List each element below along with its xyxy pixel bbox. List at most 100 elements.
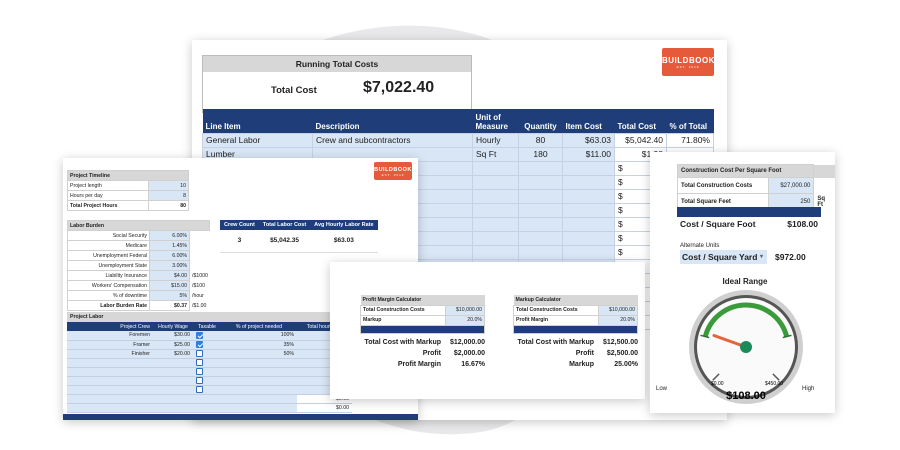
percent-needed[interactable] bbox=[221, 385, 297, 395]
cell-quantity[interactable]: 80 bbox=[518, 132, 563, 148]
timeline-value[interactable]: 8 bbox=[148, 190, 189, 201]
cell-quantity[interactable]: 180 bbox=[518, 146, 563, 162]
result-value: 16.67% bbox=[461, 360, 485, 368]
cell-description[interactable]: Crew and subcontractors bbox=[312, 132, 473, 148]
timeline-value[interactable]: 10 bbox=[148, 180, 189, 191]
crew-name[interactable] bbox=[67, 367, 153, 377]
percent-needed[interactable] bbox=[221, 403, 297, 413]
table-row[interactable] bbox=[67, 358, 352, 368]
taxable-checkbox[interactable] bbox=[196, 341, 203, 348]
percent-needed[interactable]: 100% bbox=[221, 331, 297, 341]
construction-costs-input[interactable]: $10,000.00 bbox=[597, 304, 639, 316]
empty-cell[interactable] bbox=[472, 188, 519, 204]
hourly-wage[interactable] bbox=[153, 385, 193, 395]
percent-needed[interactable] bbox=[221, 367, 297, 377]
taxable-checkbox[interactable] bbox=[196, 331, 203, 339]
empty-cell[interactable] bbox=[472, 230, 519, 246]
crew-name[interactable]: Framer bbox=[67, 340, 153, 350]
construction-costs-input[interactable]: $27,000.00 bbox=[768, 177, 815, 194]
col-line-item: Line Item bbox=[202, 109, 313, 133]
hourly-wage[interactable] bbox=[153, 403, 193, 413]
percent-needed[interactable]: 35% bbox=[221, 340, 297, 350]
empty-cell[interactable] bbox=[518, 160, 563, 176]
taxable-checkbox[interactable] bbox=[196, 386, 203, 393]
empty-cell[interactable] bbox=[472, 174, 519, 190]
percent-needed[interactable] bbox=[221, 358, 297, 368]
empty-cell[interactable] bbox=[562, 174, 615, 190]
markup-input[interactable]: 20.0% bbox=[444, 314, 486, 326]
table-row[interactable] bbox=[67, 385, 352, 395]
result-label: Profit Margin bbox=[397, 360, 441, 368]
crew-name[interactable] bbox=[67, 358, 153, 368]
burden-value[interactable]: 5% bbox=[149, 290, 190, 301]
empty-cell[interactable] bbox=[518, 244, 563, 260]
empty-cell[interactable] bbox=[518, 230, 563, 246]
table-row[interactable] bbox=[67, 367, 352, 377]
crew-name[interactable] bbox=[67, 394, 153, 404]
crew-name[interactable]: Foremen bbox=[67, 331, 153, 341]
cell-item-cost[interactable]: $11.00 bbox=[562, 146, 615, 162]
construction-costs-input[interactable]: $10,000.00 bbox=[444, 304, 486, 316]
percent-needed[interactable] bbox=[221, 376, 297, 386]
crew-name[interactable] bbox=[67, 385, 153, 395]
taxable-checkbox[interactable] bbox=[196, 359, 203, 366]
avg-rate-value: $63.03 bbox=[310, 230, 378, 253]
taxable-checkbox[interactable] bbox=[196, 350, 203, 357]
burden-label: Medicare bbox=[67, 240, 150, 251]
percent-needed[interactable]: 50% bbox=[221, 349, 297, 359]
burden-value[interactable]: 6.00% bbox=[149, 250, 190, 261]
table-row[interactable]: $0.00 bbox=[67, 394, 352, 404]
empty-cell[interactable] bbox=[472, 160, 519, 176]
empty-cell[interactable] bbox=[518, 174, 563, 190]
burden-value[interactable]: 3.00% bbox=[149, 260, 190, 271]
hourly-wage[interactable] bbox=[153, 394, 193, 404]
empty-cell[interactable] bbox=[518, 202, 563, 218]
hourly-wage[interactable]: $20.00 bbox=[153, 349, 193, 359]
table-row[interactable]: General Labor Crew and subcontractors Ho… bbox=[202, 132, 714, 148]
empty-cell[interactable] bbox=[562, 244, 615, 260]
hourly-wage[interactable]: $25.00 bbox=[153, 340, 193, 350]
empty-cell[interactable] bbox=[472, 244, 519, 260]
empty-cell[interactable] bbox=[518, 188, 563, 204]
percent-needed[interactable] bbox=[221, 394, 297, 404]
cell-unit[interactable]: Sq Ft bbox=[472, 146, 519, 162]
hourly-wage[interactable] bbox=[153, 358, 193, 368]
empty-cell[interactable] bbox=[562, 202, 615, 218]
taxable-checkbox[interactable] bbox=[196, 368, 203, 375]
margin-markup-sheet: Profit Margin Calculator Total Construct… bbox=[330, 262, 645, 399]
burden-value[interactable]: 1.45% bbox=[149, 240, 190, 251]
empty-cell[interactable] bbox=[472, 216, 519, 232]
crew-name[interactable]: Finisher bbox=[67, 349, 153, 359]
empty-cell[interactable] bbox=[562, 230, 615, 246]
table-row: Unemployment Federal 6.00% bbox=[67, 250, 210, 261]
hourly-wage[interactable]: $30.00 bbox=[153, 331, 193, 341]
cell-line-item[interactable]: General Labor bbox=[202, 132, 313, 148]
empty-cell[interactable] bbox=[562, 160, 615, 176]
empty-cell[interactable] bbox=[472, 202, 519, 218]
crew-name[interactable] bbox=[67, 403, 153, 413]
unit-label: Sq Ft bbox=[817, 195, 826, 208]
taxable-checkbox[interactable] bbox=[196, 377, 203, 384]
hourly-wage[interactable] bbox=[153, 376, 193, 386]
alternate-units-select[interactable]: Cost / Square Yard ▾ bbox=[680, 250, 767, 264]
hourly-wage[interactable] bbox=[153, 367, 193, 377]
burden-value[interactable]: $4.00 bbox=[149, 270, 190, 281]
empty-cell[interactable] bbox=[518, 216, 563, 232]
square-feet-input[interactable]: 250 bbox=[768, 193, 815, 210]
gauge-min-label: $0.00 bbox=[711, 381, 724, 387]
table-row[interactable]: $0.00 bbox=[67, 403, 352, 413]
empty-cell[interactable] bbox=[562, 188, 615, 204]
empty-cell[interactable] bbox=[562, 216, 615, 232]
cell-line-item[interactable]: Lumber bbox=[202, 146, 313, 162]
labor-footer-bar bbox=[63, 414, 418, 420]
burden-value[interactable]: $15.00 bbox=[149, 280, 190, 291]
crew-name[interactable] bbox=[67, 376, 153, 386]
table-row[interactable] bbox=[67, 376, 352, 386]
burden-value[interactable]: 6.00% bbox=[149, 230, 190, 241]
profit-margin-input[interactable]: 20.0% bbox=[597, 314, 639, 326]
cell-item-cost[interactable]: $63.03 bbox=[562, 132, 615, 148]
cell-unit[interactable]: Hourly bbox=[472, 132, 519, 148]
